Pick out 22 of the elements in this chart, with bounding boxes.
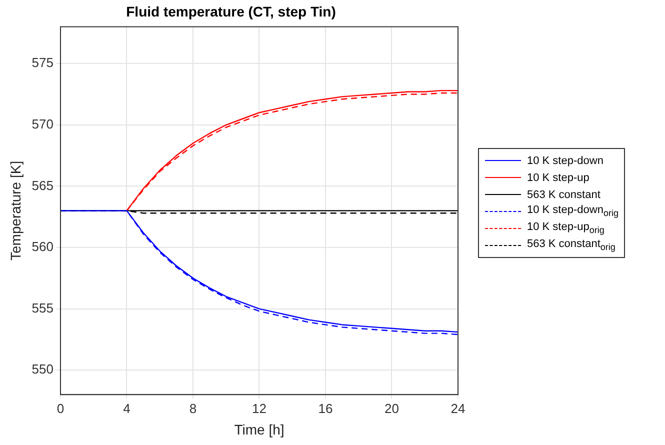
legend-label: 563 K constant$_{orig}$ xyxy=(527,238,616,253)
legend-label: 10 K step-up$_{orig}$ xyxy=(527,221,604,236)
x-tick-label: 4 xyxy=(123,400,130,416)
y-tick-label: 575 xyxy=(32,55,54,70)
x-tick-label: 0 xyxy=(56,400,64,416)
legend-label: 10 K step-down xyxy=(527,154,604,166)
legend-label: 10 K step-down$_{orig}$ xyxy=(527,204,618,219)
x-axis-title: Time [h] xyxy=(234,421,284,438)
x-tick-label: 8 xyxy=(189,400,197,416)
y-tick-label: 555 xyxy=(32,300,54,316)
y-axis-title: Temperature [K] xyxy=(7,160,24,261)
x-tick-label: 12 xyxy=(252,400,266,416)
x-tick-label: 24 xyxy=(450,400,466,416)
chart-title: Fluid temperature (CT, step Tin) xyxy=(126,3,336,20)
y-tick-label: 565 xyxy=(32,178,54,193)
x-tick-label: 16 xyxy=(318,400,333,416)
y-tick-label: 570 xyxy=(32,116,54,132)
legend-label: 10 K step-up xyxy=(527,172,590,184)
y-tick-label: 550 xyxy=(32,362,54,377)
y-tick-label: 560 xyxy=(32,239,54,254)
legend-label: 563 K constant xyxy=(527,188,600,200)
x-tick-label: 20 xyxy=(384,400,399,416)
